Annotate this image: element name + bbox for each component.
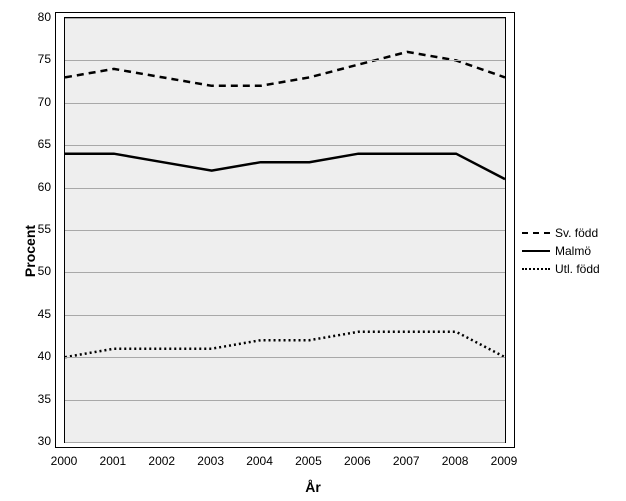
plot-area [64,17,506,443]
y-tick-label: 80 [38,10,51,24]
legend-swatch [522,268,550,270]
y-tick-label: 50 [38,264,51,278]
legend-label: Sv. född [555,226,598,240]
series-line-1 [65,154,505,179]
chart-container: Procent År 30 35 40 45 50 55 60 65 70 75 80 2000 20… [0,0,626,501]
gridline [65,103,505,104]
y-tick-label: 30 [38,434,51,448]
x-tick-label: 2004 [246,454,273,468]
x-tick-label: 2000 [51,454,78,468]
legend-item: Malmö [522,244,600,258]
legend-label: Malmö [555,244,591,258]
x-tick-label: 2009 [491,454,518,468]
y-tick-label: 45 [38,307,51,321]
legend-swatch [522,250,550,252]
y-tick-label: 55 [38,222,51,236]
x-tick-label: 2001 [100,454,127,468]
legend-swatch [522,232,550,234]
gridline [65,60,505,61]
y-tick-label: 70 [38,95,51,109]
x-tick-label: 2002 [148,454,175,468]
y-tick-label: 75 [38,52,51,66]
gridline [65,400,505,401]
y-tick-label: 65 [38,137,51,151]
legend-item: Sv. född [522,226,600,240]
x-tick-label: 2005 [295,454,322,468]
gridline [65,145,505,146]
legend-item: Utl. född [522,262,600,276]
series-line-0 [65,52,505,86]
gridline [65,442,505,443]
gridline [65,315,505,316]
y-tick-label: 40 [38,349,51,363]
x-tick-label: 2007 [393,454,420,468]
gridline [65,188,505,189]
gridline [65,230,505,231]
x-tick-label: 2003 [197,454,224,468]
legend-label: Utl. född [555,262,600,276]
plot-outer-border [55,12,515,448]
x-tick-label: 2006 [344,454,371,468]
y-tick-label: 35 [38,392,51,406]
x-tick-label: 2008 [442,454,469,468]
legend: Sv. född Malmö Utl. född [522,222,600,280]
gridline [65,272,505,273]
gridline [65,18,505,19]
y-axis-label: Procent [22,224,38,276]
y-tick-label: 60 [38,180,51,194]
gridline [65,357,505,358]
x-axis-label: År [0,479,626,495]
series-line-2 [65,332,505,357]
